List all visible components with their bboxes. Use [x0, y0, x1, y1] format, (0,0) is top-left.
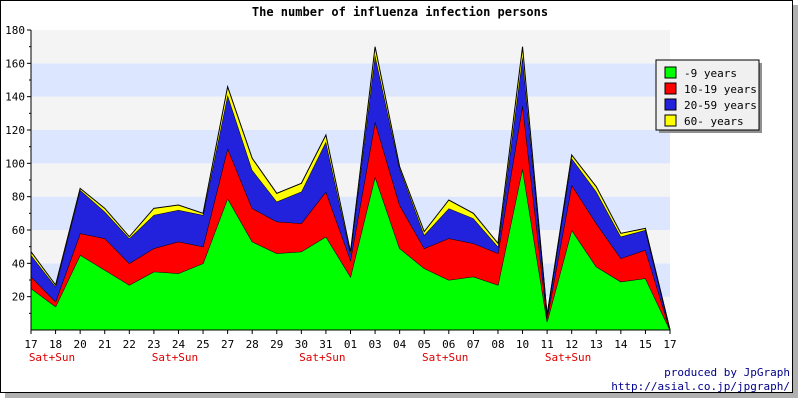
x-tick-label: 24: [172, 338, 186, 351]
grid-band: [31, 63, 670, 97]
x-tick-label: 01: [344, 338, 357, 351]
weekend-label: Sat+Sun: [299, 351, 345, 364]
x-tick-label: 30: [295, 338, 308, 351]
credit-link[interactable]: http://asial.co.jp/jpgraph/: [611, 380, 790, 393]
x-tick-label: 11: [540, 338, 553, 351]
y-tick-label: 160: [5, 57, 25, 70]
weekend-label: Sat+Sun: [422, 351, 468, 364]
x-tick-label: 25: [196, 338, 209, 351]
weekend-label: Sat+Sun: [152, 351, 198, 364]
y-tick-label: 40: [12, 257, 25, 270]
x-tick-label: 22: [123, 338, 136, 351]
x-tick-label: 17: [24, 338, 37, 351]
weekend-label: Sat+Sun: [29, 351, 75, 364]
y-tick-label: 180: [5, 24, 25, 37]
x-tick-label: 31: [319, 338, 332, 351]
x-tick-label: 13: [590, 338, 603, 351]
x-tick-label: 06: [442, 338, 455, 351]
x-tick-label: 14: [614, 338, 628, 351]
x-tick-label: 03: [368, 338, 381, 351]
legend-swatch: [664, 82, 677, 95]
y-tick-label: 20: [12, 291, 25, 304]
x-tick-label: 20: [74, 338, 87, 351]
x-tick-label: 18: [49, 338, 62, 351]
y-tick-label: 80: [12, 191, 25, 204]
x-tick-label: 21: [98, 338, 111, 351]
legend-swatch: [664, 66, 677, 79]
axes: 20 40 60 80 100 120 140 160 180 17 18 20 21 22 23 24 25 2…: [5, 24, 677, 364]
x-tick-label: 12: [565, 338, 578, 351]
stacked-areas: [30, 46, 671, 331]
legend-swatch: [664, 114, 677, 127]
x-tick-label: 05: [418, 338, 431, 351]
x-tick-label: 07: [467, 338, 480, 351]
legend-label: 20-59 years: [684, 99, 757, 112]
series-area--9-years: [31, 168, 670, 330]
grid-band: [31, 30, 670, 64]
legend-label: 60- years: [684, 115, 744, 128]
x-tick-label: 08: [491, 338, 504, 351]
x-tick-label: 15: [639, 338, 652, 351]
chart-title: The number of influenza infection person…: [252, 5, 548, 19]
grid-band: [31, 96, 670, 130]
series-outline: [30, 46, 671, 331]
x-tick-label: 10: [516, 338, 529, 351]
legend-swatch: [664, 98, 677, 111]
legend-label: 10-19 years: [684, 83, 757, 96]
grid-band: [31, 163, 670, 197]
legend-label: -9 years: [684, 67, 737, 80]
y-tick-label: 60: [12, 224, 25, 237]
y-tick-label: 140: [5, 91, 25, 104]
y-tick-label: 120: [5, 124, 25, 137]
x-tick-label: 29: [270, 338, 283, 351]
x-tick-label: 28: [246, 338, 259, 351]
y-tick-label: 100: [5, 157, 25, 170]
x-tick-label: 23: [147, 338, 160, 351]
x-tick-label: 27: [221, 338, 234, 351]
x-tick-label: 04: [393, 338, 407, 351]
x-tick-label: 17: [663, 338, 676, 351]
legend: -9 years 10-19 years 20-59 years 60- years: [655, 59, 762, 133]
weekend-label: Sat+Sun: [545, 351, 591, 364]
credit-line-1: produced by JpGraph: [664, 366, 790, 379]
grid-band: [31, 130, 670, 164]
